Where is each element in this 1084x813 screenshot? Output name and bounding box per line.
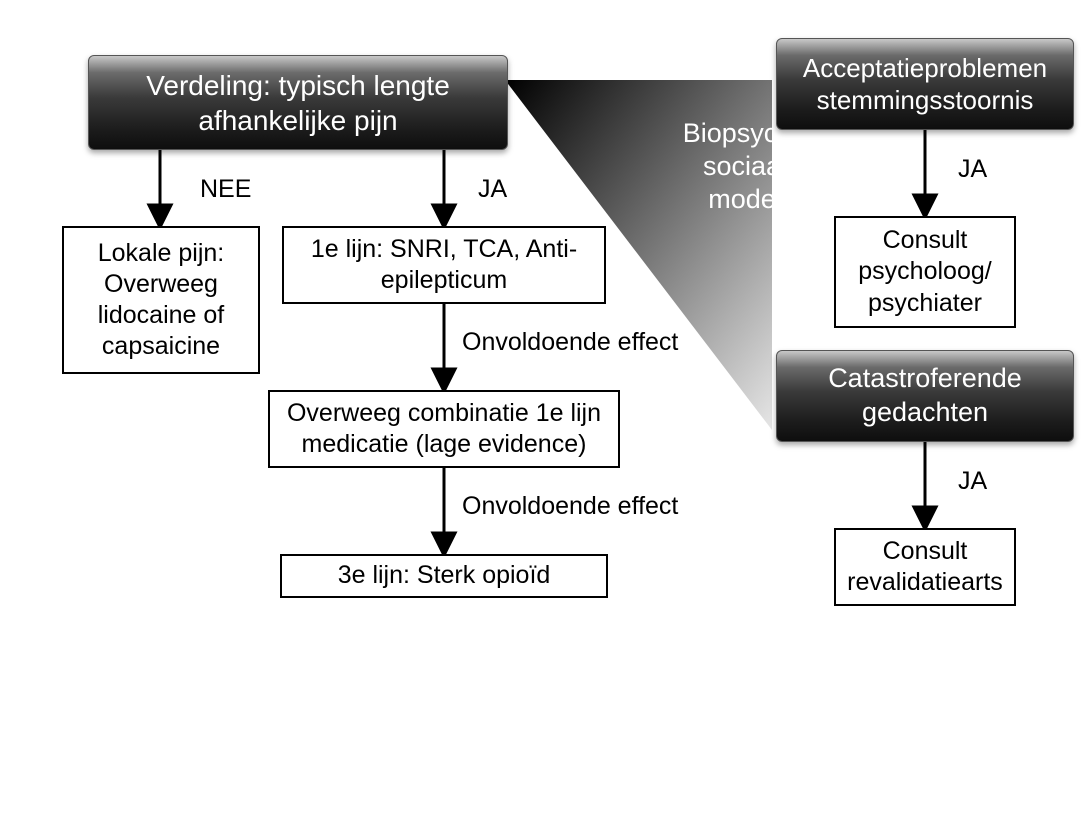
node-n_lijn1: 1e lijn: SNRI, TCA, Anti-epilepticum: [282, 226, 606, 304]
node-text: Lokale pijn: Overweeg lidocaine of capsa…: [64, 232, 258, 369]
node-n_overweeg: Overweeg combinatie 1e lijn medicatie (l…: [268, 390, 620, 468]
edge-label: JA: [958, 467, 987, 496]
node-text: Overweeg combinatie 1e lijn medicatie (l…: [270, 392, 618, 467]
node-text: Catastroferende gedachten: [777, 356, 1073, 436]
node-n_verdeling: Verdeling: typisch lengte afhankelijke p…: [88, 55, 508, 150]
node-n_lokale: Lokale pijn: Overweeg lidocaine of capsa…: [62, 226, 260, 374]
node-n_consult1: Consult psycholoog/ psychiater: [834, 216, 1016, 328]
node-text: Verdeling: typisch lengte afhankelijke p…: [89, 62, 507, 144]
node-n_consult2: Consult revalidatiearts: [834, 528, 1016, 606]
triangle-text-line: model: [708, 184, 782, 214]
node-n_cata: Catastroferende gedachten: [776, 350, 1074, 442]
triangle-text-line: sociaal: [703, 151, 787, 181]
edge-label: JA: [478, 175, 507, 204]
edge-label: Onvoldoende effect: [462, 328, 678, 357]
node-text: Acceptatieproblemen stemmingsstoornis: [777, 46, 1073, 123]
node-text: Consult psycholoog/ psychiater: [836, 219, 1014, 325]
node-text: 1e lijn: SNRI, TCA, Anti-epilepticum: [284, 228, 604, 303]
edge-label: JA: [958, 155, 987, 184]
node-n_accept: Acceptatieproblemen stemmingsstoornis: [776, 38, 1074, 130]
node-text: Consult revalidatiearts: [836, 530, 1014, 605]
node-n_lijn3: 3e lijn: Sterk opioïd: [280, 554, 608, 598]
edge-label: Onvoldoende effect: [462, 492, 678, 521]
edge-label: NEE: [200, 175, 251, 204]
node-text: 3e lijn: Sterk opioïd: [282, 554, 606, 597]
